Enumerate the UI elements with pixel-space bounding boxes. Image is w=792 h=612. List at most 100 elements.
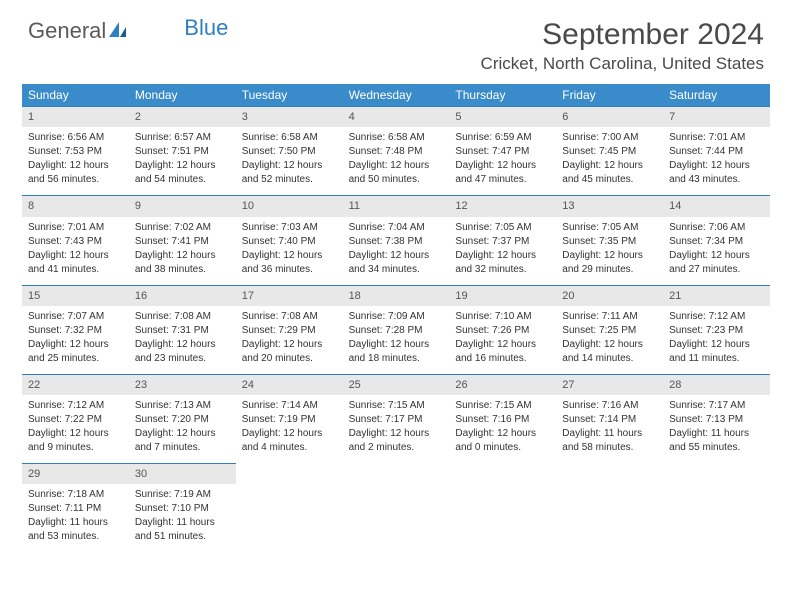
- day-content: Sunrise: 6:59 AMSunset: 7:47 PMDaylight:…: [449, 127, 556, 195]
- sunrise-text: Sunrise: 7:09 AM: [349, 310, 444, 323]
- sunset-text: Sunset: 7:51 PM: [135, 145, 230, 158]
- daylight-text: and 56 minutes.: [28, 173, 123, 186]
- daylight-text: Daylight: 12 hours: [28, 249, 123, 262]
- day-number: 8: [22, 195, 129, 216]
- day-content: Sunrise: 7:09 AMSunset: 7:28 PMDaylight:…: [343, 306, 450, 374]
- sunrise-text: Sunrise: 7:00 AM: [562, 131, 657, 144]
- day-number: 27: [556, 374, 663, 395]
- day-content: Sunrise: 7:15 AMSunset: 7:17 PMDaylight:…: [343, 395, 450, 463]
- sunset-text: Sunset: 7:10 PM: [135, 502, 230, 515]
- week-row: 15Sunrise: 7:07 AMSunset: 7:32 PMDayligh…: [22, 285, 770, 374]
- sunrise-text: Sunrise: 7:15 AM: [349, 399, 444, 412]
- sunset-text: Sunset: 7:22 PM: [28, 413, 123, 426]
- week-row: 1Sunrise: 6:56 AMSunset: 7:53 PMDaylight…: [22, 106, 770, 195]
- sunset-text: Sunset: 7:38 PM: [349, 235, 444, 248]
- sunrise-text: Sunrise: 7:12 AM: [669, 310, 764, 323]
- daylight-text: and 38 minutes.: [135, 263, 230, 276]
- day-content: Sunrise: 7:14 AMSunset: 7:19 PMDaylight:…: [236, 395, 343, 463]
- daylight-text: and 50 minutes.: [349, 173, 444, 186]
- sunset-text: Sunset: 7:53 PM: [28, 145, 123, 158]
- day-number: 2: [129, 106, 236, 127]
- sunrise-text: Sunrise: 7:13 AM: [135, 399, 230, 412]
- day-content: Sunrise: 7:06 AMSunset: 7:34 PMDaylight:…: [663, 217, 770, 285]
- sunrise-text: Sunrise: 7:07 AM: [28, 310, 123, 323]
- day-cell: 18Sunrise: 7:09 AMSunset: 7:28 PMDayligh…: [343, 285, 450, 374]
- day-content: Sunrise: 7:11 AMSunset: 7:25 PMDaylight:…: [556, 306, 663, 374]
- day-content: Sunrise: 7:10 AMSunset: 7:26 PMDaylight:…: [449, 306, 556, 374]
- day-content: Sunrise: 7:03 AMSunset: 7:40 PMDaylight:…: [236, 217, 343, 285]
- day-cell: 23Sunrise: 7:13 AMSunset: 7:20 PMDayligh…: [129, 374, 236, 463]
- sunset-text: Sunset: 7:37 PM: [455, 235, 550, 248]
- daylight-text: and 41 minutes.: [28, 263, 123, 276]
- day-content: Sunrise: 6:58 AMSunset: 7:48 PMDaylight:…: [343, 127, 450, 195]
- day-content: Sunrise: 7:17 AMSunset: 7:13 PMDaylight:…: [663, 395, 770, 463]
- title-block: September 2024 Cricket, North Carolina, …: [481, 18, 764, 74]
- day-cell: 1Sunrise: 6:56 AMSunset: 7:53 PMDaylight…: [22, 106, 129, 195]
- daylight-text: Daylight: 12 hours: [349, 159, 444, 172]
- daylight-text: Daylight: 12 hours: [242, 159, 337, 172]
- sunset-text: Sunset: 7:31 PM: [135, 324, 230, 337]
- daylight-text: Daylight: 12 hours: [349, 427, 444, 440]
- day-cell: 28Sunrise: 7:17 AMSunset: 7:13 PMDayligh…: [663, 374, 770, 463]
- day-number: 26: [449, 374, 556, 395]
- day-content: Sunrise: 7:19 AMSunset: 7:10 PMDaylight:…: [129, 484, 236, 552]
- day-number: 24: [236, 374, 343, 395]
- day-number: 18: [343, 285, 450, 306]
- day-content: Sunrise: 6:58 AMSunset: 7:50 PMDaylight:…: [236, 127, 343, 195]
- day-content: Sunrise: 7:15 AMSunset: 7:16 PMDaylight:…: [449, 395, 556, 463]
- daylight-text: Daylight: 12 hours: [669, 338, 764, 351]
- daylight-text: and 52 minutes.: [242, 173, 337, 186]
- daylight-text: and 55 minutes.: [669, 441, 764, 454]
- sunset-text: Sunset: 7:40 PM: [242, 235, 337, 248]
- day-content: Sunrise: 6:56 AMSunset: 7:53 PMDaylight:…: [22, 127, 129, 195]
- day-content: Sunrise: 7:05 AMSunset: 7:35 PMDaylight:…: [556, 217, 663, 285]
- sunrise-text: Sunrise: 7:08 AM: [242, 310, 337, 323]
- day-cell: 24Sunrise: 7:14 AMSunset: 7:19 PMDayligh…: [236, 374, 343, 463]
- sunset-text: Sunset: 7:25 PM: [562, 324, 657, 337]
- sunrise-text: Sunrise: 7:15 AM: [455, 399, 550, 412]
- sunset-text: Sunset: 7:26 PM: [455, 324, 550, 337]
- daylight-text: Daylight: 12 hours: [562, 249, 657, 262]
- sunset-text: Sunset: 7:17 PM: [349, 413, 444, 426]
- day-content: Sunrise: 7:01 AMSunset: 7:43 PMDaylight:…: [22, 217, 129, 285]
- day-number: 13: [556, 195, 663, 216]
- sunset-text: Sunset: 7:41 PM: [135, 235, 230, 248]
- sunset-text: Sunset: 7:20 PM: [135, 413, 230, 426]
- day-header: Sunday: [22, 84, 129, 106]
- daylight-text: and 4 minutes.: [242, 441, 337, 454]
- day-number: 7: [663, 106, 770, 127]
- day-cell: 21Sunrise: 7:12 AMSunset: 7:23 PMDayligh…: [663, 285, 770, 374]
- sunrise-text: Sunrise: 7:01 AM: [28, 221, 123, 234]
- calendar: SundayMondayTuesdayWednesdayThursdayFrid…: [0, 78, 792, 552]
- day-number: 20: [556, 285, 663, 306]
- sunrise-text: Sunrise: 7:10 AM: [455, 310, 550, 323]
- daylight-text: Daylight: 12 hours: [242, 427, 337, 440]
- day-header: Wednesday: [343, 84, 450, 106]
- daylight-text: Daylight: 11 hours: [562, 427, 657, 440]
- day-number: 6: [556, 106, 663, 127]
- daylight-text: Daylight: 12 hours: [242, 338, 337, 351]
- daylight-text: Daylight: 12 hours: [562, 159, 657, 172]
- daylight-text: Daylight: 12 hours: [349, 338, 444, 351]
- day-number: 4: [343, 106, 450, 127]
- sunrise-text: Sunrise: 6:57 AM: [135, 131, 230, 144]
- day-number: 16: [129, 285, 236, 306]
- day-content: Sunrise: 7:12 AMSunset: 7:23 PMDaylight:…: [663, 306, 770, 374]
- day-cell: 26Sunrise: 7:15 AMSunset: 7:16 PMDayligh…: [449, 374, 556, 463]
- day-cell: 14Sunrise: 7:06 AMSunset: 7:34 PMDayligh…: [663, 195, 770, 284]
- sunrise-text: Sunrise: 7:11 AM: [562, 310, 657, 323]
- location-text: Cricket, North Carolina, United States: [481, 54, 764, 74]
- sunset-text: Sunset: 7:47 PM: [455, 145, 550, 158]
- sunset-text: Sunset: 7:35 PM: [562, 235, 657, 248]
- daylight-text: Daylight: 11 hours: [28, 516, 123, 529]
- day-headers-row: SundayMondayTuesdayWednesdayThursdayFrid…: [22, 84, 770, 106]
- day-cell: 2Sunrise: 6:57 AMSunset: 7:51 PMDaylight…: [129, 106, 236, 195]
- sunset-text: Sunset: 7:23 PM: [669, 324, 764, 337]
- logo-sail-icon: [108, 18, 130, 44]
- day-cell: 20Sunrise: 7:11 AMSunset: 7:25 PMDayligh…: [556, 285, 663, 374]
- sunrise-text: Sunrise: 6:58 AM: [242, 131, 337, 144]
- day-content: Sunrise: 7:04 AMSunset: 7:38 PMDaylight:…: [343, 217, 450, 285]
- daylight-text: and 2 minutes.: [349, 441, 444, 454]
- day-number: 9: [129, 195, 236, 216]
- day-number: 15: [22, 285, 129, 306]
